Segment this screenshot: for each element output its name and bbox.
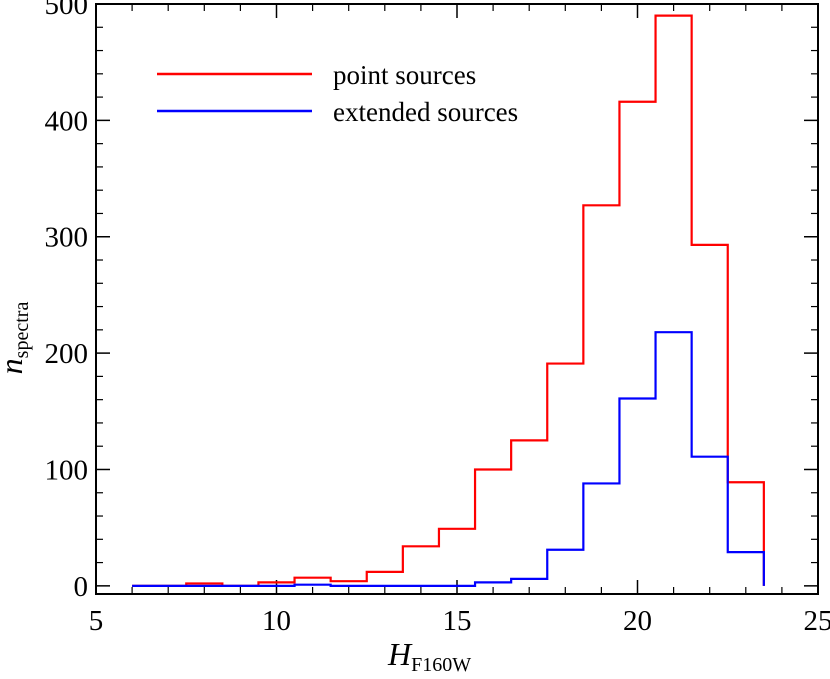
x-tick-labels: 5 10 15 20 25 bbox=[89, 605, 830, 637]
x-tick-label: 10 bbox=[262, 605, 291, 637]
y-tick-label: 300 bbox=[45, 222, 89, 254]
plot-frame bbox=[95, 3, 819, 595]
x-tick-label: 15 bbox=[443, 605, 472, 637]
y-tick-label: 100 bbox=[45, 454, 89, 486]
y-axis-label: nspectra bbox=[0, 302, 33, 375]
x-tick-label: 20 bbox=[623, 605, 652, 637]
y-tick-label: 200 bbox=[45, 338, 89, 370]
y-tick-label: 0 bbox=[74, 571, 89, 603]
y-tick-labels: 0 100 200 300 400 500 bbox=[45, 0, 89, 603]
legend: point sources extended sources bbox=[157, 60, 518, 127]
x-axis-label: HF160W bbox=[387, 636, 471, 676]
legend-label-extended-sources: extended sources bbox=[333, 97, 518, 127]
y-tick-label: 400 bbox=[45, 105, 89, 137]
y-tick-label: 500 bbox=[45, 0, 89, 21]
legend-label-point-sources: point sources bbox=[333, 60, 476, 90]
x-tick-label: 5 bbox=[89, 605, 104, 637]
x-tick-label: 25 bbox=[804, 605, 830, 637]
axis-ticks bbox=[95, 3, 819, 594]
series-extended-sources bbox=[132, 331, 765, 587]
series-lines bbox=[132, 14, 765, 587]
